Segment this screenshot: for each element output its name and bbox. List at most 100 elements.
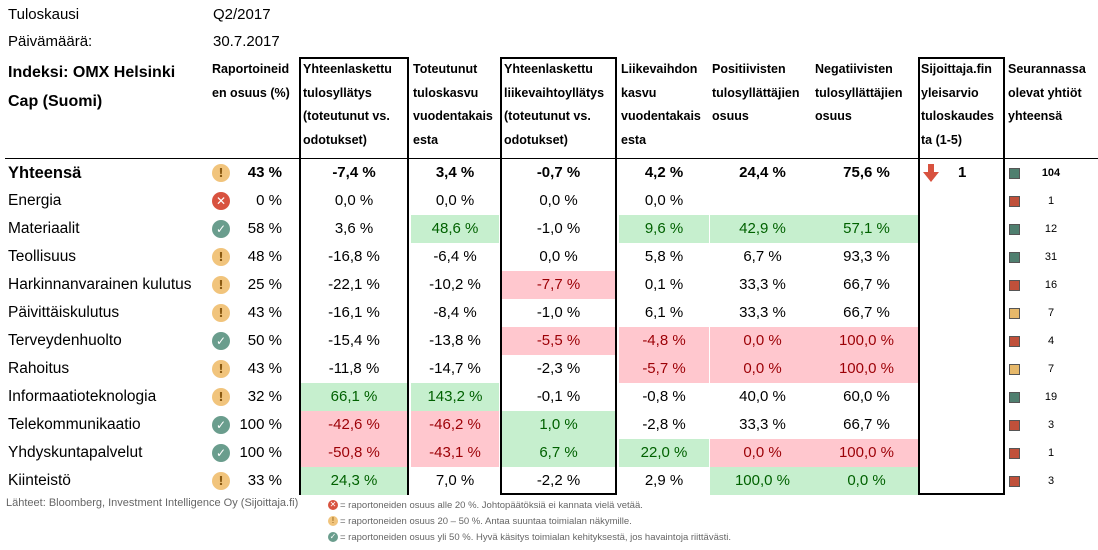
value-c6: 57,1 %	[815, 215, 918, 243]
box-rating	[918, 57, 1005, 495]
reported-share: 0 %	[256, 192, 282, 209]
status-square-icon	[1009, 308, 1020, 319]
header-line: tuloskaudes	[921, 109, 994, 123]
exclamation-icon: !	[328, 516, 338, 527]
status-square-icon	[1009, 168, 1020, 179]
header-reported: Raportoineid en osuus (%)	[212, 58, 300, 105]
value-c3: -1,0 %	[536, 220, 581, 237]
header-line: Seurannassa	[1008, 62, 1086, 76]
value-c4: -2,8 %	[642, 416, 686, 433]
value-c2: -43,1 %	[411, 439, 499, 467]
value-c2: 3,4 %	[435, 164, 475, 181]
exclamation-icon: !	[212, 472, 230, 490]
header-line: kasvu	[621, 85, 657, 100]
sector-name: Telekommunikaatio	[8, 416, 141, 433]
value-c5: 0,0 %	[710, 327, 815, 355]
reported-share: 100 %	[239, 444, 282, 461]
value-c3: -2,2 %	[536, 472, 581, 489]
value-c3: -0,7 %	[536, 164, 581, 181]
value-c6: 93,3 %	[843, 248, 890, 265]
header-line: Negatiivisten	[815, 62, 893, 76]
value-c5: 40,0 %	[739, 388, 786, 405]
value-c2: 7,0 %	[435, 472, 475, 489]
value-c4: 0,0 %	[644, 192, 684, 209]
value-c5: 6,7 %	[743, 248, 782, 265]
value-c4: 6,1 %	[644, 304, 684, 321]
company-count: 1	[1047, 195, 1055, 207]
reported-share: 50 %	[247, 332, 282, 349]
value-c1: 3,6 %	[334, 220, 374, 237]
header-count: Seurannassa olevat yhtiöt yhteensä	[1008, 58, 1098, 129]
company-count: 7	[1047, 363, 1055, 375]
header-line: ta (1-5)	[921, 132, 962, 147]
value-c2: -10,2 %	[429, 276, 481, 293]
status-square-icon	[1009, 476, 1020, 487]
value-c2: -46,2 %	[411, 411, 499, 439]
header-eps_growth_est: Yhteenlaskettu tulosyllätys (toteutunut vs…	[303, 58, 407, 152]
company-count: 31	[1044, 251, 1058, 263]
cross-icon: ✕	[212, 192, 230, 210]
header-line: Yhteenlaskettu	[303, 62, 392, 76]
header-line: osuus	[815, 109, 852, 123]
status-square-icon	[1009, 252, 1020, 263]
status-square-icon	[1009, 420, 1020, 431]
cross-icon: ✕	[328, 500, 338, 511]
box-revenue-surprise	[500, 57, 617, 495]
value-c5	[710, 187, 815, 215]
value-c5: 100,0 %	[710, 467, 815, 495]
header-line: Raportoineid	[212, 62, 290, 76]
header-rev_growth: Liikevaihdon kasvu vuodentakais esta	[621, 58, 711, 152]
header-line: esta	[413, 132, 439, 147]
value-c6	[815, 187, 918, 215]
header-line: Yhteenlaskettu	[504, 62, 593, 76]
legend-warn: ! = raportoneiden osuus 20 – 50 %. Antaa …	[328, 516, 632, 527]
value-c2: -13,8 %	[429, 332, 481, 349]
header-line: yleisarvio	[921, 85, 979, 100]
exclamation-icon: !	[212, 276, 230, 294]
check-icon: ✓	[212, 220, 230, 238]
index-title-line1: Indeksi: OMX Helsinki	[8, 64, 176, 81]
reported-share: 43 %	[247, 304, 282, 321]
company-count: 19	[1044, 391, 1058, 403]
value-c2: 0,0 %	[435, 192, 475, 209]
check-icon: ✓	[212, 332, 230, 350]
status-square-icon	[1009, 448, 1020, 459]
value-c4: 9,6 %	[619, 215, 709, 243]
index-title-line2: Cap (Suomi)	[8, 93, 103, 110]
company-count: 12	[1044, 223, 1058, 235]
reported-share: 25 %	[247, 276, 282, 293]
value-c1: 24,3 %	[301, 467, 407, 495]
header-line: esta	[621, 132, 647, 147]
value-c6: 100,0 %	[815, 355, 918, 383]
exclamation-icon: !	[212, 304, 230, 322]
company-count: 3	[1047, 419, 1055, 431]
value-c1: -7,4 %	[332, 164, 376, 181]
value-c1: -50,8 %	[301, 439, 407, 467]
value-c6: 66,7 %	[843, 304, 890, 321]
sector-name: Yhteensä	[8, 164, 82, 182]
header-line: Toteutunut	[413, 62, 478, 76]
value-c1: -16,8 %	[328, 248, 380, 265]
value-c6: 100,0 %	[815, 439, 918, 467]
header-line: (toteutunut vs.	[504, 109, 591, 123]
check-icon: ✓	[328, 532, 338, 543]
sources-text: Lähteet: Bloomberg, Investment Intellige…	[6, 497, 299, 509]
value-c1: -22,1 %	[328, 276, 380, 293]
company-count: 7	[1047, 307, 1055, 319]
status-square-icon	[1009, 336, 1020, 347]
down-arrow-icon	[923, 164, 939, 187]
value-c5: 0,0 %	[710, 355, 815, 383]
sector-name: Materiaalit	[8, 220, 80, 237]
header-line: Positiivisten	[712, 62, 786, 76]
reported-share: 100 %	[239, 416, 282, 433]
header-rating: Sijoittaja.fin yleisarvio tuloskaudes ta (1…	[921, 58, 1005, 152]
sector-name: Rahoitus	[8, 360, 70, 377]
header-separator	[5, 158, 1098, 159]
value-c6: 75,6 %	[843, 164, 890, 181]
sector-name: Harkinnanvarainen kulutus	[8, 276, 192, 293]
sector-name: Informaatioteknologia	[8, 388, 157, 405]
value-c4: -4,8 %	[619, 327, 709, 355]
header-rev_surprise: Yhteenlaskettu liikevaihtoyllätys (toteutu…	[504, 58, 617, 152]
sector-name: Teollisuus	[8, 248, 77, 265]
header-line: tuloskasvu	[413, 85, 479, 100]
